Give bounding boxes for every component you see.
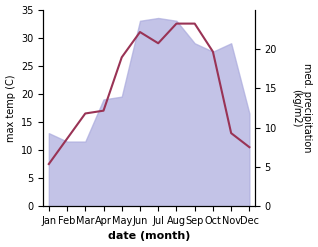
X-axis label: date (month): date (month) [108, 231, 190, 242]
Y-axis label: max temp (C): max temp (C) [5, 74, 16, 142]
Y-axis label: med. precipitation
(kg/m2): med. precipitation (kg/m2) [291, 63, 313, 153]
